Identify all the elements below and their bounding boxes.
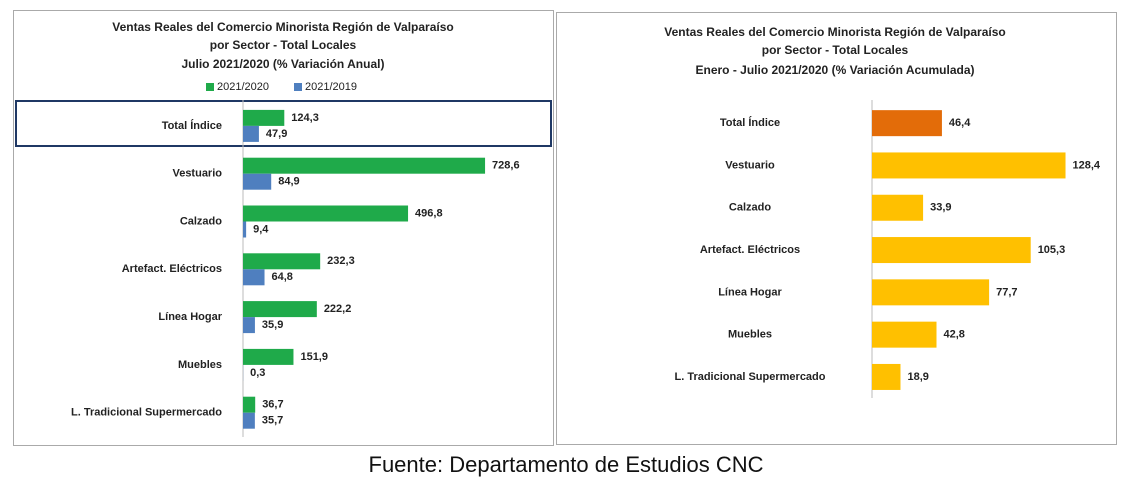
category-label: L. Tradicional Supermercado (71, 407, 222, 419)
value-label: 105,3 (1038, 244, 1066, 256)
bar (872, 152, 1066, 179)
category-label: Vestuario (172, 168, 222, 180)
value-label: 64,8 (272, 271, 293, 283)
category-label: Total Índice (720, 116, 780, 129)
bar (243, 173, 272, 190)
chart-title: Julio 2021/2020 (% Variación Anual) (182, 57, 385, 71)
legend-label: 2021/2019 (305, 81, 357, 93)
bar (243, 221, 247, 238)
category-label: Calzado (729, 202, 771, 214)
category-label: Artefact. Eléctricos (122, 263, 222, 275)
category-label: Vestuario (725, 159, 775, 171)
category-label: Total Índice (162, 119, 222, 132)
value-label: 151,9 (300, 351, 328, 363)
value-label: 35,9 (262, 319, 283, 331)
value-label: 124,3 (291, 112, 319, 124)
category-label: Muebles (728, 329, 772, 341)
chart-title: Ventas Reales del Comercio Minorista Reg… (664, 25, 1005, 39)
value-label: 496,8 (415, 207, 443, 219)
value-label: 222,2 (324, 303, 352, 315)
chart-title: por Sector - Total Locales (210, 38, 357, 52)
bar (243, 205, 409, 222)
bar (872, 279, 990, 306)
value-label: 18,9 (907, 371, 928, 383)
bar (243, 125, 259, 142)
legend-label: 2021/2020 (217, 81, 269, 93)
bar (243, 269, 265, 286)
left-panel (13, 10, 554, 446)
highlight-box (15, 100, 552, 147)
bar (243, 253, 321, 270)
bar (243, 157, 486, 174)
value-label: 46,4 (949, 117, 971, 129)
category-label: Artefact. Eléctricos (700, 244, 800, 256)
category-label: Calzado (180, 215, 222, 227)
value-label: 0,3 (250, 367, 265, 379)
chart-title: Enero - Julio 2021/2020 (% Variación Acu… (696, 63, 975, 77)
source: Fuente: Departamento de Estudios CNC (369, 452, 764, 477)
bar (243, 109, 285, 126)
chart-title: por Sector - Total Locales (762, 43, 909, 57)
value-label: 36,7 (262, 399, 283, 411)
bar (872, 321, 937, 348)
category-label: Línea Hogar (718, 286, 782, 298)
bar (872, 363, 901, 390)
chart-title: Ventas Reales del Comercio Minorista Reg… (112, 20, 453, 34)
value-label: 35,7 (262, 415, 283, 427)
value-label: 77,7 (996, 286, 1017, 298)
value-label: 728,6 (492, 160, 520, 172)
bar (243, 317, 255, 334)
value-label: 232,3 (327, 255, 355, 267)
category-label: L. Tradicional Supermercado (675, 371, 826, 383)
value-label: 84,9 (278, 176, 299, 188)
value-label: 128,4 (1073, 159, 1101, 171)
value-label: 47,9 (266, 128, 287, 140)
value-label: 33,9 (930, 202, 951, 214)
right-panel (556, 12, 1117, 445)
bar (872, 237, 1031, 264)
bar (243, 301, 317, 318)
bar (872, 110, 942, 137)
category-label: Muebles (178, 359, 222, 371)
bar (872, 194, 924, 221)
category-label: Línea Hogar (158, 311, 222, 323)
bar (243, 396, 256, 413)
bar (243, 348, 294, 365)
bar (243, 412, 255, 429)
legend-swatch (294, 83, 302, 91)
value-label: 9,4 (253, 223, 269, 235)
legend-swatch (206, 83, 214, 91)
value-label: 42,8 (944, 329, 965, 341)
